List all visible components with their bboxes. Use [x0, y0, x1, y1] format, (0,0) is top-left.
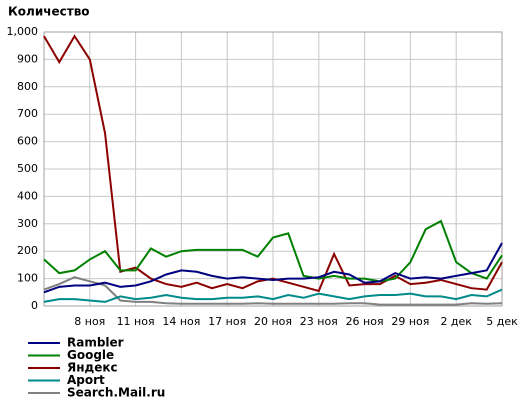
x-tick-label: 5 дек [486, 315, 518, 328]
series-line [43, 219, 503, 283]
y-tick-label: 100 [17, 272, 38, 285]
x-tick-label: 8 ноя [74, 315, 105, 328]
legend-label: Rambler [67, 336, 124, 350]
y-tick-label: 500 [17, 162, 38, 175]
x-tick-label: 17 ноя [208, 315, 246, 328]
y-tick-label: 900 [17, 52, 38, 65]
series-line [43, 276, 503, 306]
y-tick-label: 600 [17, 135, 38, 148]
series-line [43, 288, 503, 303]
y-tick-label: 800 [17, 80, 38, 93]
x-tick-label: 11 ноя [117, 315, 155, 328]
y-tick-label: 200 [17, 244, 38, 257]
series-line [43, 242, 503, 294]
legend-label: Search.Mail.ru [67, 386, 165, 400]
y-tick-label: 400 [17, 189, 38, 202]
chart-title: Количество [8, 5, 90, 19]
plot-border [43, 31, 503, 307]
y-tick-label: 1,000 [7, 25, 39, 38]
y-tick-label: 300 [17, 217, 38, 230]
y-tick-label: 0 [31, 299, 38, 312]
x-tick-label: 29 ноя [391, 315, 429, 328]
legend-label: Google [67, 348, 114, 362]
x-tick-label: 2 дек [440, 315, 472, 328]
x-tick-label: 23 ноя [300, 315, 338, 328]
legend-label: Яндекс [67, 361, 118, 375]
x-tick-label: 26 ноя [346, 315, 384, 328]
series-line [43, 34, 503, 293]
y-tick-label: 700 [17, 107, 38, 120]
x-tick-label: 20 ноя [254, 315, 292, 328]
x-tick-label: 14 ноя [162, 315, 200, 328]
legend-label: Aport [67, 373, 105, 387]
